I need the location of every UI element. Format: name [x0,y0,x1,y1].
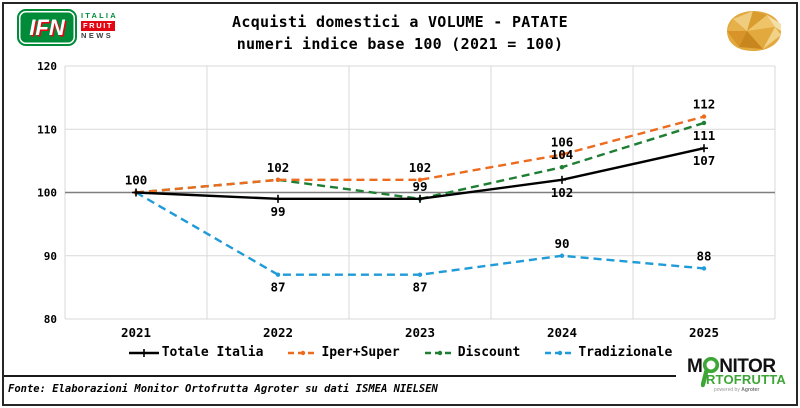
x-axis-tick-label: 2022 [263,325,293,340]
ifn-logo-abbr: IFN [17,9,77,46]
data-label: 107 [693,153,716,168]
y-axis-tick-label: 110 [37,123,57,136]
data-label: 106 [551,135,574,150]
monitor-logo-nitor: NITOR [719,356,776,377]
chart-legend: Totale Italia Iper+Super Discount Tradizion… [0,345,800,360]
monitor-logo-powered-by: powered by [713,387,740,393]
data-point-marker [417,272,423,277]
ifn-logo-fruit: FRUIT [81,21,116,31]
data-point-marker [559,152,565,157]
legend-label: Iper+Super [321,345,400,360]
volume-index-line-chart: 80 90 100 110 120 2021 2022 2023 2024 2025 100 99 10… [37,60,776,340]
legend-label: Tradizionale [578,345,673,360]
x-axis-tick-label: 2021 [121,325,151,340]
legend-line-sample [424,350,455,355]
data-label: 112 [693,97,716,112]
magnifier-icon [701,357,720,388]
legend-item-iper-super: Iper+Super [287,345,400,360]
data-point-marker [701,120,707,126]
series-line-iper-super [135,115,705,194]
legend-item-discount: Discount [424,345,521,360]
data-label: 90 [554,236,569,251]
monitor-logo-brand: Agroter [741,387,760,393]
chart-header: Acquisti domestici a VOLUME - PATATE num… [120,12,680,56]
data-point-marker [559,253,565,258]
data-label: 87 [412,280,427,295]
chart-subtitle: numeri indice base 100 (2021 = 100) [236,34,564,53]
legend-label: Discount [457,345,521,360]
ifn-logo-news: NEWS [81,31,114,40]
legend-item-tradizionale: Tradizionale [544,345,672,360]
data-label: 100 [125,173,148,188]
ifn-logo-italia: ITALIA [81,11,118,20]
data-point-marker [417,177,423,183]
data-point-marker [275,272,281,277]
data-point-marker [701,266,707,271]
data-label: 99 [270,204,285,219]
y-axis-tick-label: 80 [44,313,57,326]
data-label: 102 [409,160,432,175]
data-label: 104 [551,147,574,162]
data-label: 99 [412,179,427,194]
legend-item-totale-italia: Totale Italia [128,345,264,360]
data-point-marker [559,165,565,170]
data-label: 88 [696,248,711,263]
source-note: Fonte: Elaborazioni Monitor Ortofrutta A… [8,383,438,395]
ifn-logo: IFN ITALIA FRUIT NEWS [17,9,118,46]
data-label: 87 [270,280,285,295]
data-label: 102 [551,185,574,200]
monitor-ortofrutta-logo: M NITOR RTOFRUTTA powered by Agroter [687,357,786,393]
monitor-logo-m: M [686,356,703,377]
potato-logo [727,11,781,51]
data-point-marker [701,114,707,119]
data-label: 102 [267,160,290,175]
legend-line-sample [545,350,576,355]
footer-divider [4,375,676,377]
x-axis-tick-label: 2024 [547,325,577,340]
data-point-marker [275,177,281,183]
y-axis-tick-label: 120 [37,60,57,73]
y-axis-tick-label: 90 [44,250,57,263]
legend-label: Totale Italia [161,345,264,360]
chart-title: Acquisti domestici a VOLUME - PATATE [232,13,568,31]
data-label: 111 [693,128,716,143]
legend-line-sample [288,350,319,355]
x-axis-tick-label: 2025 [689,325,719,340]
series-line-tradizionale [135,191,705,276]
y-axis-tick-label: 100 [37,187,57,200]
legend-line-sample [128,348,159,357]
monitor-logo-rtofrutta: RTOFRUTTA [705,372,786,387]
x-axis-tick-label: 2023 [405,325,435,340]
